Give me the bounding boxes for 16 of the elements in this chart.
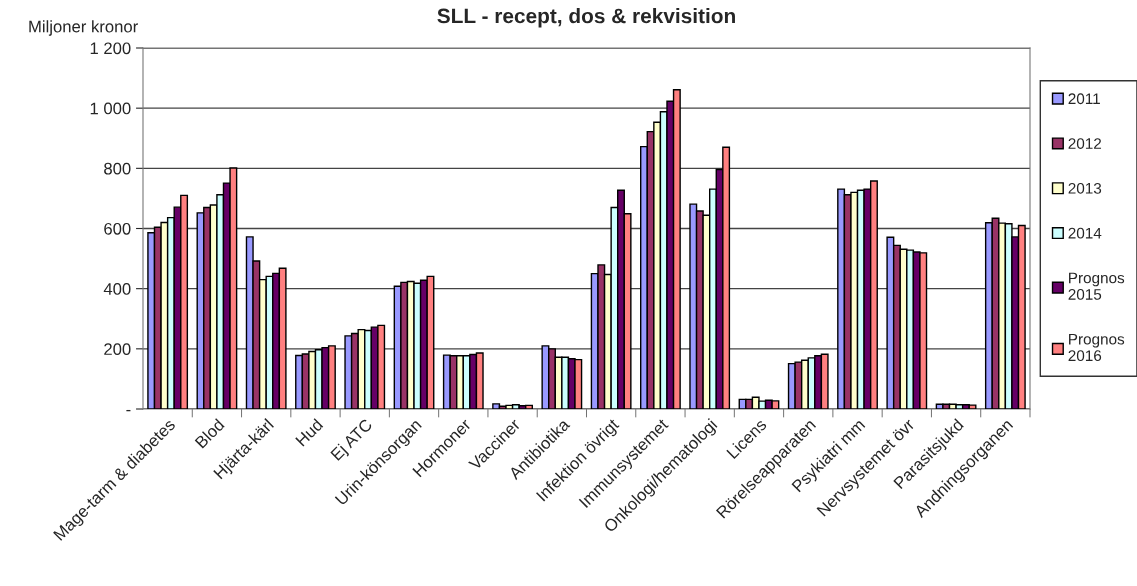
y-tick-label: 1 000 bbox=[90, 102, 131, 115]
legend-label: Prognos 2015 bbox=[1068, 272, 1125, 300]
y-tick-label: 800 bbox=[104, 162, 131, 175]
y-tick-label: 1 200 bbox=[90, 42, 131, 55]
chart-title: SLL - recept, dos & rekvisition bbox=[437, 8, 735, 28]
legend-label: 2014 bbox=[1068, 227, 1102, 239]
legend-label: 2013 bbox=[1068, 182, 1102, 194]
legend-label: Prognos 2016 bbox=[1068, 333, 1125, 362]
y-tick-label: 200 bbox=[104, 343, 131, 356]
y-tick-label: 400 bbox=[103, 283, 131, 295]
y-axis-title: Miljoner kronor bbox=[29, 20, 138, 36]
y-tick-label: - bbox=[126, 409, 131, 412]
y-tick-label: 600 bbox=[104, 222, 131, 235]
bar bbox=[492, 403, 501, 409]
legend-label: 2012 bbox=[1068, 138, 1102, 149]
legend-label: 2011 bbox=[1068, 93, 1100, 105]
